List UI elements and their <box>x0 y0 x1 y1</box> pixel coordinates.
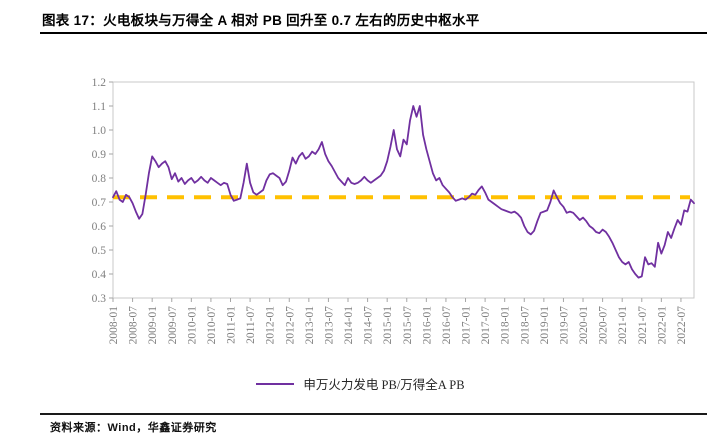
plot-frame <box>112 81 695 299</box>
x-tick-label: 2016-07 <box>441 306 453 345</box>
x-tick-label: 2014-07 <box>363 306 375 345</box>
x-tick-label: 2022-07 <box>676 306 688 345</box>
x-tick-label: 2008-07 <box>128 306 140 345</box>
x-tick-label: 2022-01 <box>656 306 668 345</box>
source-divider <box>40 413 707 415</box>
x-tick-label: 2013-07 <box>323 306 335 345</box>
figure-source: 资料来源：Wind，华鑫证券研究 <box>50 422 217 434</box>
x-tick-label: 2012-01 <box>265 306 277 345</box>
chart-legend: 申万火力发电 PB/万得全A PB <box>0 374 721 393</box>
x-tick-label: 2009-01 <box>147 306 159 345</box>
x-tick-label: 2016-01 <box>421 306 433 345</box>
x-tick-label: 2020-07 <box>598 306 610 345</box>
y-tick-label: 0.6 <box>92 221 107 233</box>
y-tick-label: 0.5 <box>92 245 107 257</box>
x-tick-label: 2021-01 <box>617 306 629 345</box>
x-tick-label: 2008-01 <box>108 306 120 345</box>
title-divider <box>40 32 707 34</box>
legend-series-label: 申万火力发电 PB/万得全A PB <box>303 378 465 392</box>
x-tick-label: 2011-01 <box>226 306 238 344</box>
x-tick-label: 2012-07 <box>284 306 296 345</box>
x-tick-label: 2015-07 <box>402 306 414 345</box>
y-tick-label: 0.9 <box>92 149 107 161</box>
y-tick-label: 1.0 <box>92 125 107 137</box>
y-tick-label: 1.2 <box>92 77 107 89</box>
figure-title: 图表 17：火电板块与万得全 A 相对 PB 回升至 0.7 左右的历史中枢水平 <box>42 13 480 28</box>
x-tick-label: 2014-01 <box>343 306 355 345</box>
y-axis: 1.2 1.1 1.0 0.9 0.8 0.7 0.6 0.5 0.4 0.3 <box>92 77 113 305</box>
x-tick-label: 2021-07 <box>637 306 649 345</box>
pb-ratio-series-line <box>112 105 695 279</box>
x-tick-label: 2013-01 <box>304 306 316 345</box>
x-tick-label: 2011-07 <box>245 306 257 344</box>
x-tick-label: 2020-01 <box>578 306 590 345</box>
y-tick-label: 1.1 <box>92 101 107 113</box>
x-tick-label: 2018-01 <box>500 306 512 345</box>
y-tick-label: 0.7 <box>92 197 107 209</box>
legend-line-sample <box>256 382 295 385</box>
y-tick-label: 0.4 <box>92 269 107 281</box>
x-tick-label: 2017-01 <box>461 306 473 345</box>
x-tick-label: 2017-07 <box>480 306 492 345</box>
y-tick-label: 0.3 <box>92 293 107 305</box>
x-tick-label: 2010-07 <box>206 306 218 345</box>
x-tick-label: 2010-01 <box>186 306 198 345</box>
x-axis: 2008-01 2008-07 2009-01 2009-07 2010-01 2010-… <box>108 298 688 344</box>
x-tick-label: 2018-07 <box>519 306 531 345</box>
x-tick-label: 2019-01 <box>539 306 551 345</box>
y-tick-label: 0.8 <box>92 173 107 185</box>
x-tick-label: 2015-01 <box>382 306 394 345</box>
x-tick-label: 2009-07 <box>167 306 179 345</box>
x-tick-label: 2019-07 <box>558 306 570 345</box>
